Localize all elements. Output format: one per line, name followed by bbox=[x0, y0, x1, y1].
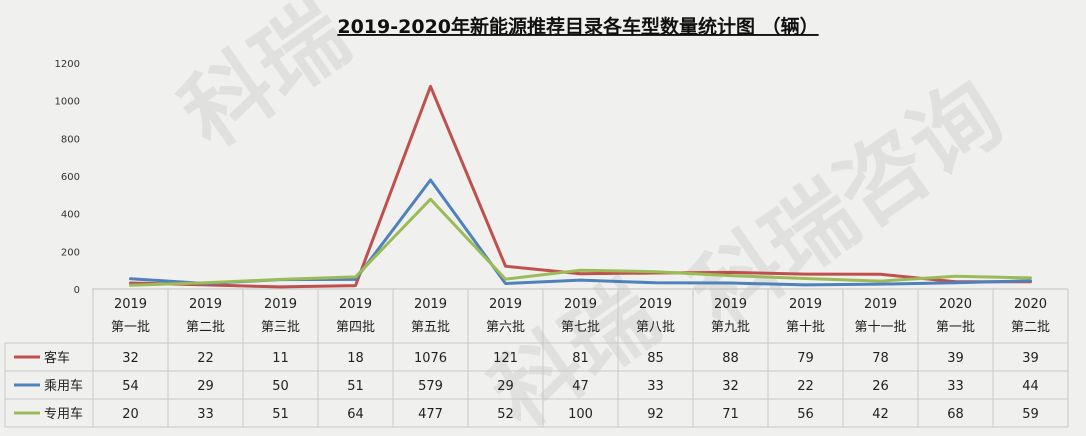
data-label: 20 bbox=[122, 407, 139, 422]
data-label: 33 bbox=[197, 407, 214, 422]
series-line-2 bbox=[129, 197, 1032, 287]
data-label: 51 bbox=[347, 379, 364, 394]
data-label: 85 bbox=[647, 351, 664, 366]
x-tick-year: 2019 bbox=[639, 297, 672, 312]
data-label: 64 bbox=[347, 407, 364, 422]
data-label: 50 bbox=[272, 379, 289, 394]
data-label: 29 bbox=[497, 379, 514, 394]
data-label: 51 bbox=[272, 407, 289, 422]
x-tick-batch: 第九批 bbox=[711, 320, 750, 335]
legend-label: 乘用车 bbox=[44, 378, 83, 394]
data-label: 52 bbox=[497, 407, 514, 422]
data-label: 92 bbox=[647, 407, 664, 422]
x-tick-batch: 第七批 bbox=[561, 320, 600, 335]
x-tick-batch: 第十一批 bbox=[854, 320, 906, 335]
data-label: 22 bbox=[797, 379, 814, 394]
data-label: 22 bbox=[197, 351, 214, 366]
y-tick-label: 200 bbox=[61, 247, 80, 258]
legend-label: 专用车 bbox=[44, 406, 83, 422]
data-label: 68 bbox=[947, 407, 964, 422]
x-tick-year: 2019 bbox=[714, 297, 747, 312]
x-tick-year: 2019 bbox=[864, 297, 897, 312]
x-tick-batch: 第二批 bbox=[186, 320, 225, 335]
x-tick-year: 2019 bbox=[189, 297, 222, 312]
data-table: 2019 第一批 2019 第二批 2019 第三批 2019 第四批 2019 第五批 2019 第… bbox=[4, 289, 1069, 428]
watermark-text-top: 科瑞 bbox=[163, 0, 366, 167]
data-label: 88 bbox=[722, 351, 739, 366]
data-label: 1076 bbox=[414, 351, 447, 366]
data-label: 33 bbox=[647, 379, 664, 394]
data-label: 39 bbox=[947, 351, 964, 366]
data-label: 32 bbox=[722, 379, 739, 394]
x-tick-year: 2019 bbox=[114, 297, 147, 312]
x-tick-batch: 第一批 bbox=[111, 320, 150, 335]
data-label: 100 bbox=[568, 407, 593, 422]
data-label: 54 bbox=[122, 379, 139, 394]
x-tick-batch: 第二批 bbox=[1011, 320, 1050, 335]
x-tick-year: 2019 bbox=[264, 297, 297, 312]
data-label: 11 bbox=[272, 351, 289, 366]
x-tick-year: 2019 bbox=[489, 297, 522, 312]
data-label: 56 bbox=[797, 407, 814, 422]
y-tick-label: 400 bbox=[61, 210, 80, 221]
data-label: 121 bbox=[493, 351, 518, 366]
y-tick-label: 600 bbox=[61, 172, 80, 183]
data-label: 18 bbox=[347, 351, 364, 366]
data-label: 59 bbox=[1022, 407, 1039, 422]
data-label: 79 bbox=[797, 351, 814, 366]
x-tick-year: 2019 bbox=[339, 297, 372, 312]
data-label: 78 bbox=[872, 351, 889, 366]
y-axis: 0 200 400 600 800 1000 1200 bbox=[55, 59, 1068, 296]
y-tick-label: 800 bbox=[61, 134, 80, 145]
x-tick-batch: 第四批 bbox=[336, 320, 375, 335]
chart-title: 2019-2020年新能源推荐目录各车型数量统计图 （辆） bbox=[337, 15, 818, 38]
y-tick-label: 1200 bbox=[55, 59, 80, 70]
data-label: 477 bbox=[418, 407, 443, 422]
data-label: 81 bbox=[572, 351, 589, 366]
y-tick-label: 0 bbox=[74, 285, 80, 296]
x-tick-batch: 第六批 bbox=[486, 320, 525, 335]
x-tick-year: 2019 bbox=[414, 297, 447, 312]
data-label: 47 bbox=[572, 379, 589, 394]
data-label: 42 bbox=[872, 407, 889, 422]
x-tick-batch: 第三批 bbox=[261, 320, 300, 335]
x-tick-batch: 第十批 bbox=[786, 320, 825, 335]
series-line-0 bbox=[129, 84, 1032, 289]
data-label: 39 bbox=[1022, 351, 1039, 366]
data-label: 44 bbox=[1022, 379, 1039, 394]
x-tick-batch: 第八批 bbox=[636, 320, 675, 335]
data-label: 33 bbox=[947, 379, 964, 394]
data-label: 29 bbox=[197, 379, 214, 394]
data-label: 579 bbox=[418, 379, 443, 394]
data-label: 32 bbox=[122, 351, 139, 366]
x-tick-year: 2019 bbox=[789, 297, 822, 312]
x-tick-year: 2020 bbox=[1014, 297, 1047, 312]
x-tick-batch: 第一批 bbox=[936, 320, 975, 335]
y-tick-label: 1000 bbox=[55, 97, 80, 108]
legend-label: 客车 bbox=[44, 350, 70, 366]
x-tick-batch: 第五批 bbox=[411, 320, 450, 335]
x-tick-year: 2020 bbox=[939, 297, 972, 312]
data-label: 71 bbox=[722, 407, 739, 422]
x-tick-year: 2019 bbox=[564, 297, 597, 312]
data-label: 26 bbox=[872, 379, 889, 394]
plot-area bbox=[129, 84, 1032, 289]
